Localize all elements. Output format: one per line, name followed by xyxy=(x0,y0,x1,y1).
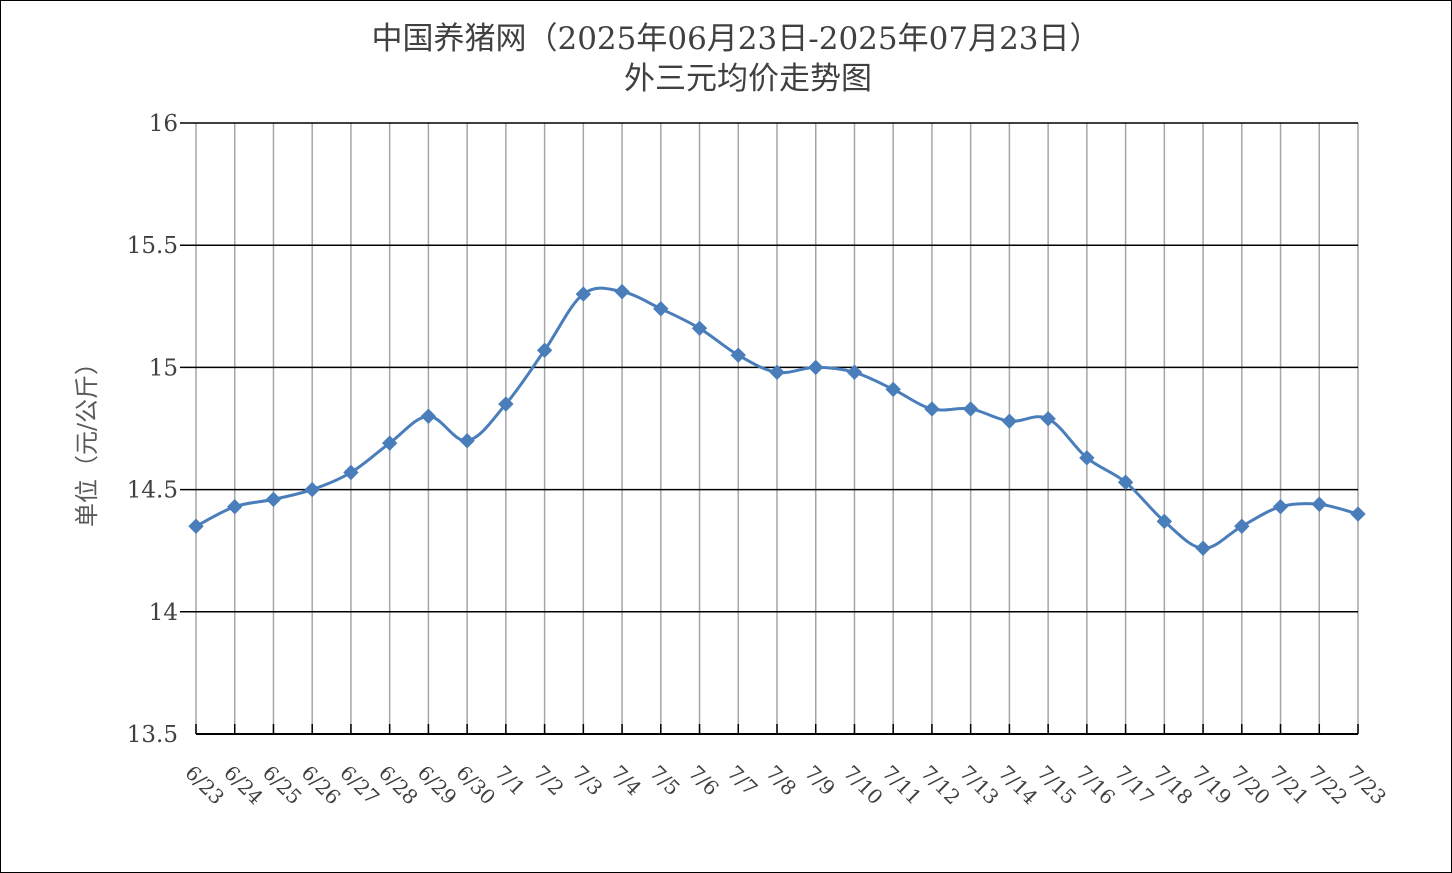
data-point-marker xyxy=(1234,518,1250,534)
x-tick-label: 7/7 xyxy=(723,761,763,801)
y-tick-label: 16 xyxy=(149,111,178,137)
x-tick-label: 7/17 xyxy=(1110,761,1159,810)
data-point-marker xyxy=(1195,540,1211,556)
x-axis xyxy=(195,724,1359,735)
data-point-marker xyxy=(536,342,553,358)
data-point-marker xyxy=(265,491,282,508)
data-point-marker xyxy=(227,499,243,515)
x-tick-label: 7/20 xyxy=(1226,761,1275,810)
x-tick-label: 7/13 xyxy=(955,761,1004,810)
x-tick-label: 7/11 xyxy=(878,761,927,810)
data-point-marker xyxy=(1040,411,1056,427)
x-tick-label: 7/16 xyxy=(1071,761,1120,810)
data-point-marker xyxy=(304,481,320,498)
x-tick-label: 7/14 xyxy=(994,761,1043,810)
horizontal-gridlines xyxy=(180,122,1358,613)
data-point-marker xyxy=(962,401,979,417)
data-point-marker xyxy=(188,518,204,534)
x-tick-label: 6/26 xyxy=(297,761,346,810)
data-point-marker xyxy=(498,396,514,412)
x-tick-label: 6/29 xyxy=(413,761,462,810)
x-tick-label: 7/9 xyxy=(800,761,840,801)
vertical-gridlines xyxy=(195,123,1359,734)
y-tick-label: 15.5 xyxy=(127,233,178,259)
x-tick-label: 6/25 xyxy=(258,761,307,810)
data-point-marker xyxy=(1350,506,1366,522)
data-point-marker xyxy=(1156,513,1173,530)
data-point-marker xyxy=(1001,413,1018,429)
x-tick-label: 6/23 xyxy=(180,761,229,810)
x-tick-label: 6/30 xyxy=(452,761,501,810)
x-tick-label: 7/4 xyxy=(607,761,647,801)
data-point-marker xyxy=(885,381,901,398)
series-markers xyxy=(188,283,1366,556)
x-tick-label: 7/8 xyxy=(761,761,801,801)
x-tick-label: 7/2 xyxy=(529,761,569,801)
data-point-marker xyxy=(1272,499,1289,515)
data-point-marker xyxy=(1079,450,1095,466)
x-tick-label: 7/5 xyxy=(645,761,685,801)
y-axis-label: 单位（元/公斤） xyxy=(73,351,101,527)
y-tick-label: 14 xyxy=(149,600,178,626)
data-point-marker xyxy=(343,464,359,481)
data-point-marker xyxy=(575,286,592,302)
x-tick-label: 6/27 xyxy=(335,761,384,810)
x-tick-label: 6/24 xyxy=(219,761,268,810)
x-tick-label: 7/21 xyxy=(1265,761,1314,810)
data-point-marker xyxy=(459,433,475,449)
data-point-marker xyxy=(614,283,630,300)
data-point-marker xyxy=(846,364,863,380)
x-tick-label: 6/28 xyxy=(374,761,423,810)
y-tick-label: 13.5 xyxy=(127,722,178,748)
data-point-marker xyxy=(1311,496,1327,512)
y-tick-label: 14.5 xyxy=(127,478,178,504)
data-point-marker xyxy=(769,364,785,380)
y-tick-label: 15 xyxy=(149,355,178,381)
data-point-marker xyxy=(924,401,940,417)
x-tick-label: 7/15 xyxy=(1033,761,1082,810)
x-tick-label: 7/22 xyxy=(1304,761,1353,810)
data-point-marker xyxy=(1117,474,1134,490)
data-point-marker xyxy=(808,359,824,376)
data-point-marker xyxy=(420,408,437,424)
chart-title-line1: 中国养猪网（2025年06月23日-2025年07月23日） xyxy=(371,21,1100,57)
x-tick-label: 7/23 xyxy=(1342,761,1391,810)
x-tick-label: 7/10 xyxy=(839,761,888,810)
chart-title-line2: 外三元均价走势图 xyxy=(624,61,872,97)
data-point-marker xyxy=(381,435,398,451)
x-tick-label: 7/12 xyxy=(916,761,965,810)
data-point-marker xyxy=(730,347,746,363)
data-point-marker xyxy=(653,301,669,317)
data-point-marker xyxy=(691,320,708,337)
x-tick-label: 7/18 xyxy=(1149,761,1198,810)
x-tick-label: 7/3 xyxy=(568,761,608,801)
x-tick-label: 7/19 xyxy=(1188,761,1237,810)
x-tick-label: 7/6 xyxy=(684,761,724,801)
y-tick-labels: 16 15.5 15 14.5 14 13.5 xyxy=(127,111,178,748)
x-tick-labels: 6/236/246/256/266/276/286/296/307/1 7/2 7/… xyxy=(180,761,1391,810)
